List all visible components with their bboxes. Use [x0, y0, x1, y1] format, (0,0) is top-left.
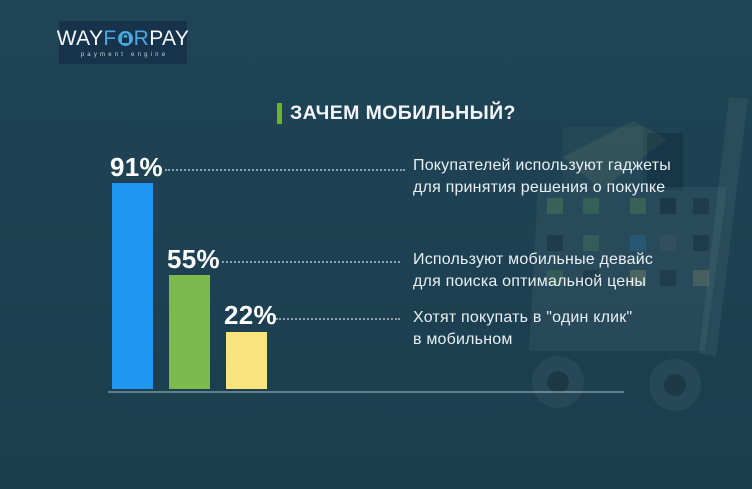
bar-gadgets: [112, 183, 153, 389]
logo-text-f: F: [103, 26, 117, 50]
chart-baseline: [108, 391, 624, 393]
description-line: в мобильном: [413, 331, 513, 348]
slide-title: ЗАЧЕМ МОБИЛЬНЫЙ?: [290, 102, 516, 124]
lock-icon: [117, 30, 133, 46]
bar-description-2: Используют мобильные девайс для поиска о…: [413, 249, 703, 293]
bar-value-label-55: 55%: [167, 244, 220, 274]
description-line: для принятия решения о покупке: [413, 179, 666, 196]
description-line: Хотят покупать в "один клик": [413, 309, 633, 326]
title-accent-bar: [277, 103, 282, 124]
leader-line-3: [276, 318, 400, 320]
description-line: для поиска оптимальной цены: [413, 273, 647, 290]
logo-wordmark: WAY F R PAY: [57, 28, 190, 49]
logo-text-r: R: [133, 26, 150, 50]
leader-line-2: [217, 261, 400, 263]
bar-description-3: Хотят покупать в "один клик" в мобильном: [413, 307, 703, 351]
shopping-cart-watermark: [529, 97, 748, 411]
description-line: Используют мобильные девайс: [413, 251, 654, 268]
slide-title-row: ЗАЧЕМ МОБИЛЬНЫЙ?: [277, 102, 516, 125]
wayforpay-logo: WAY F R PAY payment engine: [57, 21, 190, 64]
bar-value-label-91: 91%: [110, 152, 163, 182]
bar-price-search: [169, 275, 210, 389]
logo-text-way: WAY: [56, 26, 104, 50]
bar-description-1: Покупателей используют гаджеты для приня…: [413, 155, 703, 199]
logo-tagline: payment engine: [80, 51, 169, 58]
description-line: Покупателей используют гаджеты: [413, 157, 671, 174]
logo-text-pay: PAY: [149, 26, 190, 50]
bar-one-click: [226, 332, 267, 389]
leader-line-1: [165, 169, 405, 171]
bar-value-label-22: 22%: [224, 300, 277, 330]
